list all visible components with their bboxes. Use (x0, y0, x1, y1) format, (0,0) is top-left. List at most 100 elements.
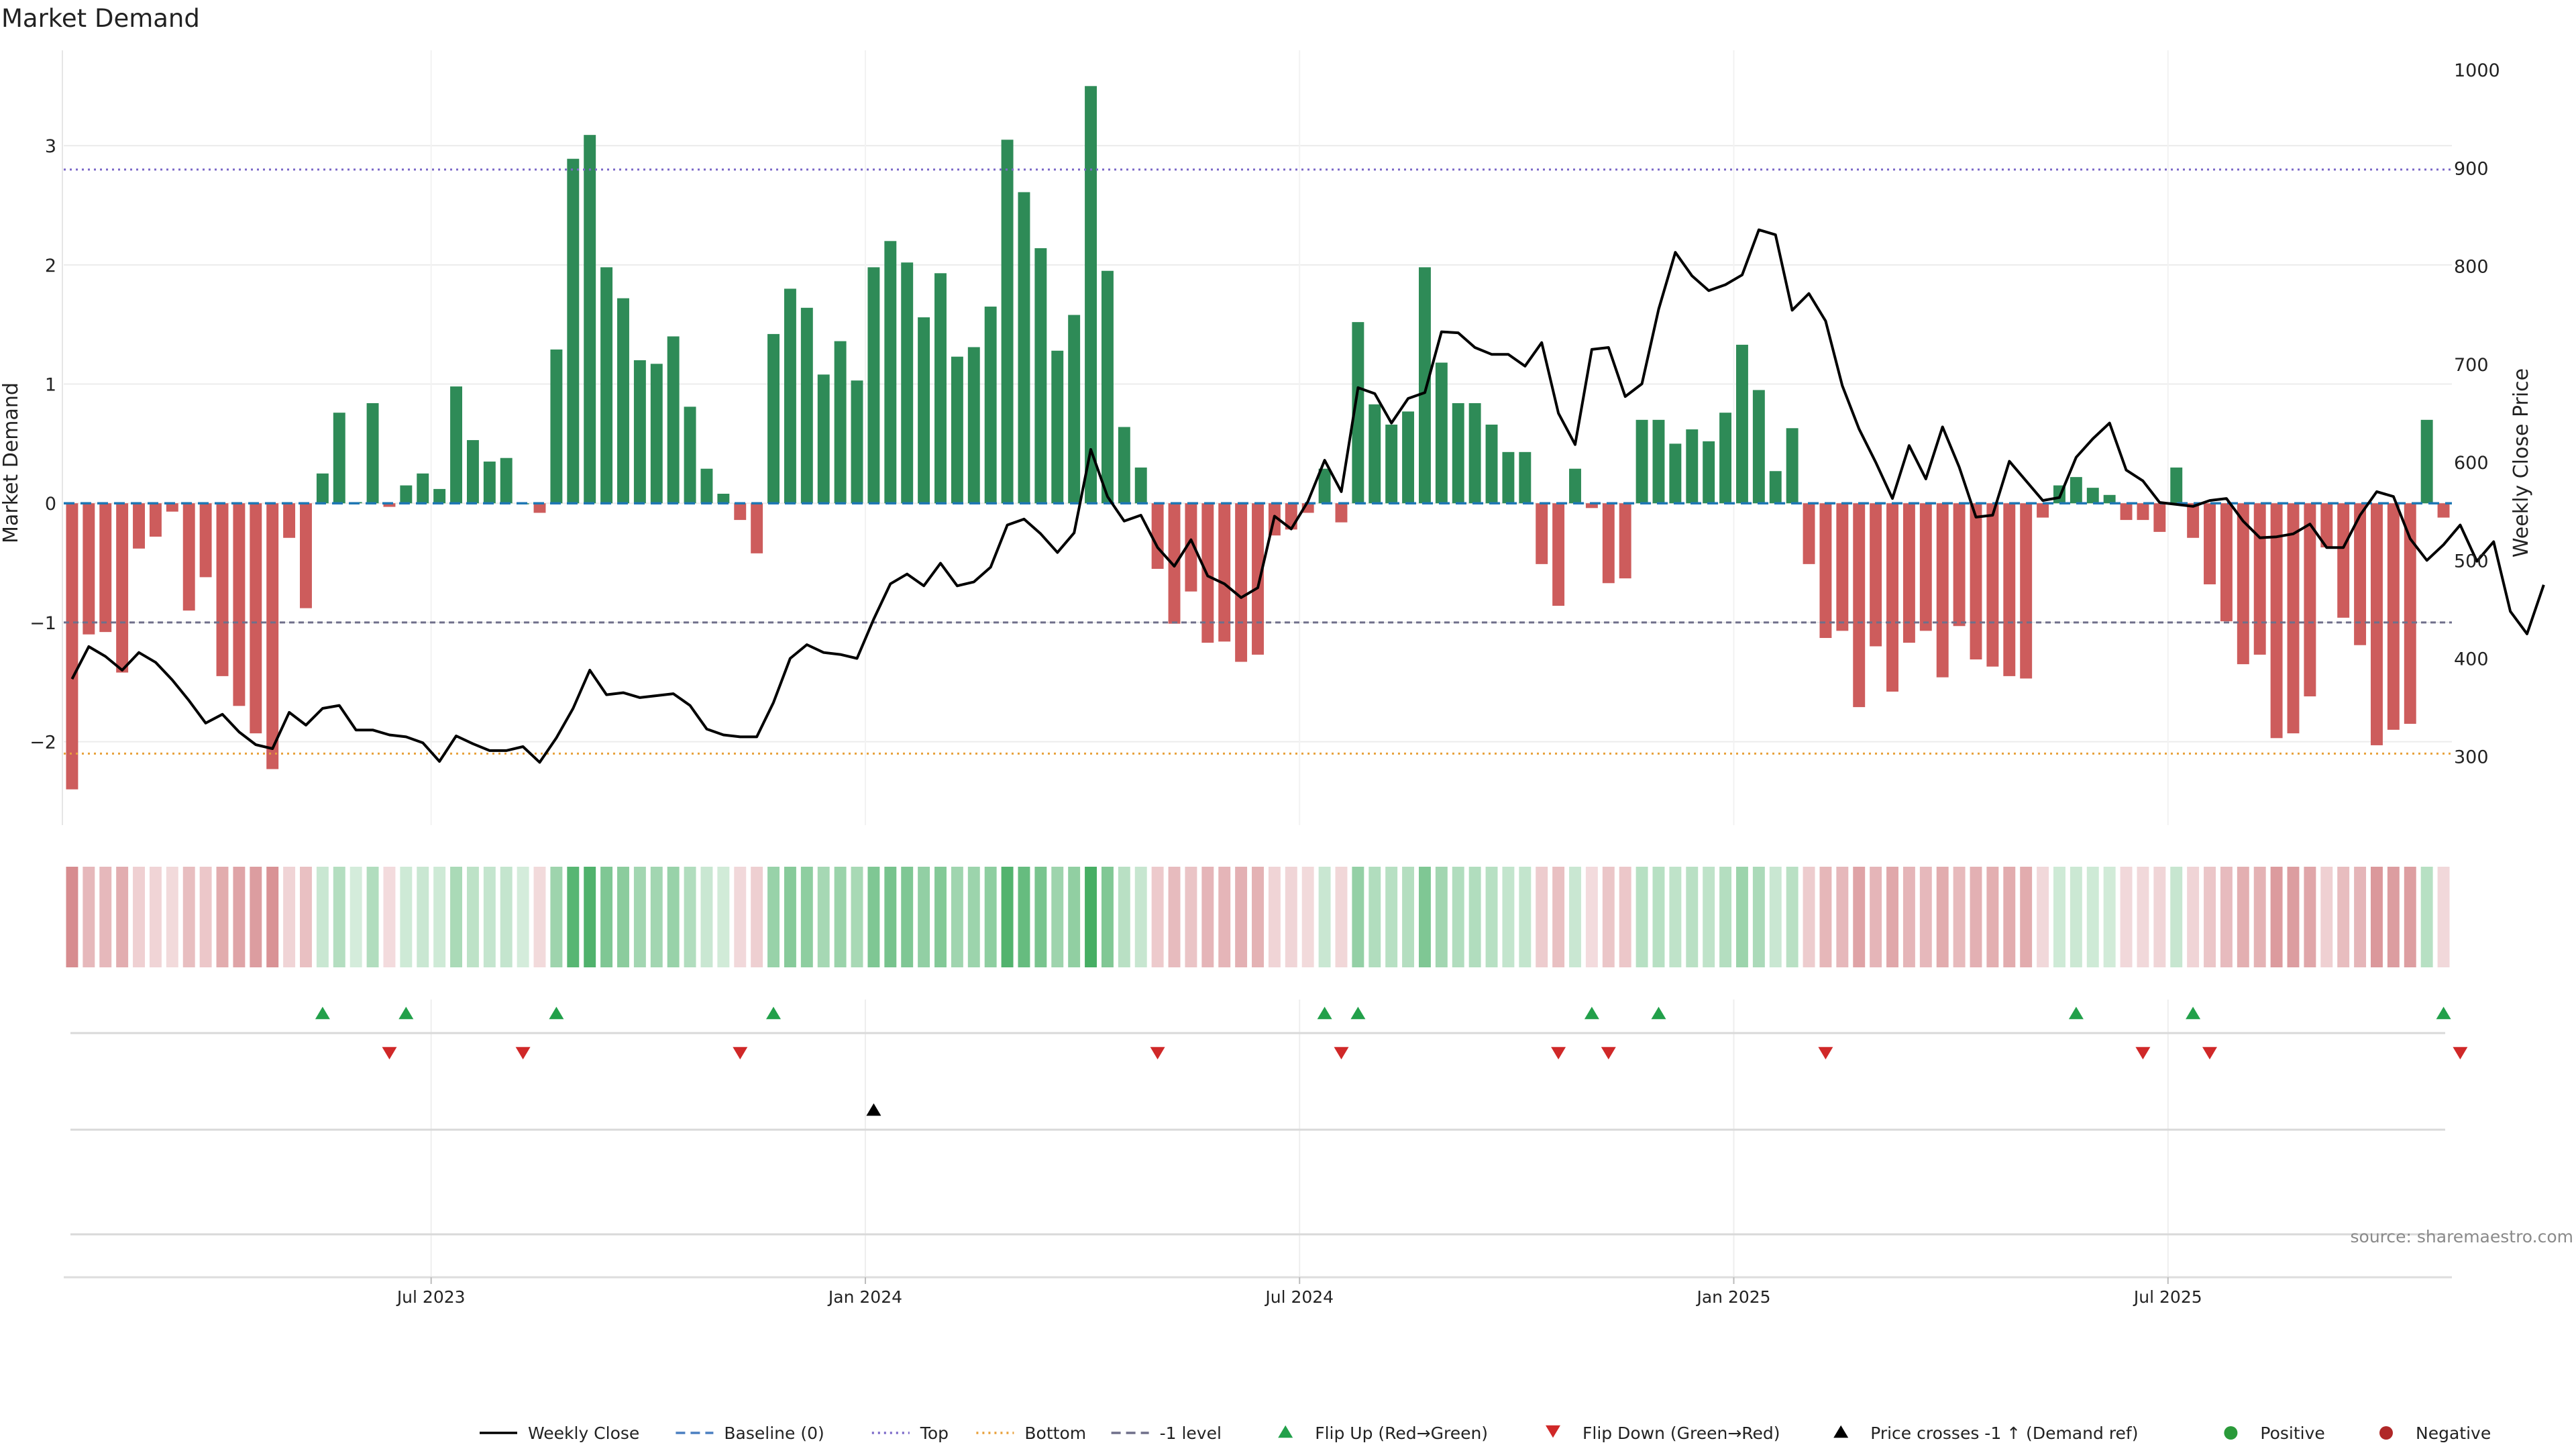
heatmap-cell (1586, 867, 1598, 967)
heatmap-cell (1786, 867, 1799, 967)
left-tick-label: 2 (45, 256, 56, 276)
demand-bar-positive (1018, 192, 1030, 503)
demand-bar-positive (567, 159, 579, 504)
heatmap-cell (1903, 867, 1915, 967)
heatmap-cell (317, 867, 329, 967)
heatmap-cell (1402, 867, 1414, 967)
left-tick-label: 3 (45, 136, 56, 157)
demand-bar-negative (183, 503, 195, 610)
heatmap-cell (1419, 867, 1431, 967)
heatmap-cell (1703, 867, 1715, 967)
demand-bar-negative (1937, 503, 1949, 677)
demand-bar-negative (2020, 503, 2032, 678)
demand-bar-negative (250, 503, 262, 733)
demand-bar-positive (1703, 441, 1715, 503)
right-tick-label: 700 (2454, 355, 2489, 376)
heatmap-cell (233, 867, 245, 967)
demand-bar-negative (83, 503, 95, 634)
demand-bar-negative (2003, 503, 2015, 676)
demand-bar-positive (1519, 452, 1531, 503)
demand-heatmap-strip (66, 867, 2449, 967)
demand-bar-negative (2271, 503, 2283, 738)
heatmap-cell (183, 867, 195, 967)
demand-bar-negative (2237, 503, 2249, 664)
demand-bar-negative (1619, 503, 1631, 578)
demand-bar-negative (217, 503, 229, 676)
heatmap-cell (1619, 867, 1631, 967)
heatmap-cell (217, 867, 229, 967)
right-tick-label: 1000 (2454, 60, 2500, 81)
heatmap-cell (2371, 867, 2383, 967)
demand-bar-positive (433, 489, 445, 503)
x-tick-label: Jan 2025 (1695, 1287, 1770, 1307)
heatmap-cell (2288, 867, 2300, 967)
heatmap-cell (1937, 867, 1949, 967)
heatmap-cell (2204, 867, 2216, 967)
demand-bar-negative (1536, 503, 1548, 564)
demand-bar-negative (2387, 503, 2400, 730)
heatmap-cell (1519, 867, 1531, 967)
heatmap-cell (1886, 867, 1898, 967)
demand-bar-negative (133, 503, 145, 549)
demand-bar-positive (835, 341, 847, 504)
heatmap-cell (2354, 867, 2366, 967)
demand-bar-positive (634, 360, 646, 503)
heatmap-cell (1051, 867, 1063, 967)
legend-label: -1 level (1160, 1424, 1222, 1443)
demand-bar-positive (1502, 452, 1514, 503)
legend-label: Flip Up (Red→Green) (1315, 1424, 1488, 1443)
demand-bar-negative (2288, 503, 2300, 733)
heatmap-cell (1819, 867, 1831, 967)
demand-bar-negative (2037, 503, 2049, 517)
heatmap-cell (884, 867, 896, 967)
heatmap-cell (1603, 867, 1615, 967)
heatmap-cell (2187, 867, 2199, 967)
demand-bar-negative (300, 503, 312, 608)
demand-bar-negative (751, 503, 763, 553)
left-tick-label: −1 (30, 613, 56, 634)
market-demand-chart: Market Demand 3210−1−2100090080070060050… (0, 0, 2576, 1449)
heatmap-cell (1085, 867, 1097, 967)
heatmap-cell (2220, 867, 2233, 967)
demand-bar-negative (2137, 503, 2149, 520)
demand-bar-negative (2371, 503, 2383, 745)
demand-bar-negative (1336, 503, 1348, 522)
right-axis-title: Weekly Close Price (2510, 368, 2533, 557)
heatmap-cell (1336, 867, 1348, 967)
heatmap-cell (2037, 867, 2049, 967)
heatmap-cell (2271, 867, 2283, 967)
demand-bar-positive (784, 288, 796, 503)
demand-bar-positive (1736, 345, 1748, 503)
heatmap-cell (901, 867, 913, 967)
demand-bar-negative (2438, 503, 2450, 517)
heatmap-cell (2254, 867, 2266, 967)
heatmap-cell (2104, 867, 2116, 967)
heatmap-cell (751, 867, 763, 967)
demand-bar-positive (2087, 488, 2099, 503)
x-tick-label: Jul 2024 (1264, 1287, 1334, 1307)
demand-bar-positive (1368, 405, 1381, 503)
demand-bar-negative (1920, 503, 1932, 631)
heatmap-cell (517, 867, 529, 967)
heatmap-cell (2421, 867, 2433, 967)
demand-bar-negative (2337, 503, 2349, 618)
heatmap-cell (1970, 867, 1982, 967)
heatmap-cell (1736, 867, 1748, 967)
demand-bar-positive (867, 267, 879, 503)
demand-bar-negative (2220, 503, 2233, 621)
demand-bar-negative (1870, 503, 1882, 646)
source-note: source: sharemaestro.com (2351, 1227, 2574, 1246)
heatmap-cell (300, 867, 312, 967)
heatmap-cell (1302, 867, 1314, 967)
demand-bar-positive (700, 469, 712, 504)
demand-bar-negative (233, 503, 245, 706)
legend-label: Bottom (1024, 1424, 1086, 1443)
demand-bar-negative (1552, 503, 1564, 606)
heatmap-cell (767, 867, 780, 967)
right-tick-label: 300 (2454, 747, 2489, 768)
demand-bar-negative (1803, 503, 1815, 564)
demand-bar-negative (534, 503, 546, 513)
heatmap-cell (918, 867, 930, 967)
heatmap-cell (1636, 867, 1648, 967)
heatmap-cell (2438, 867, 2450, 967)
